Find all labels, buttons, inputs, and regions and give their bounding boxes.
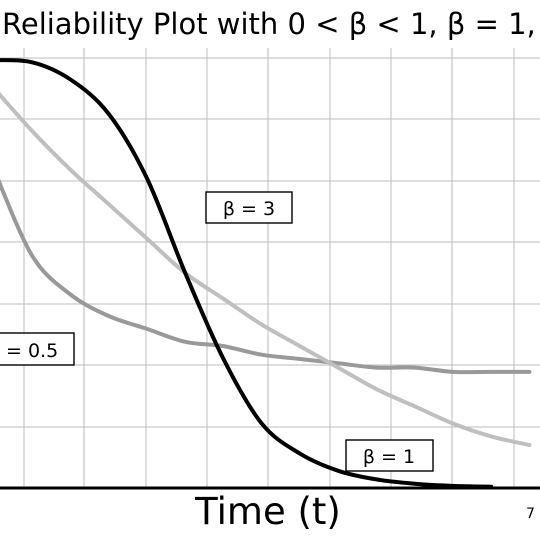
x-tick-label: 7 [526, 506, 535, 522]
annotation-beta-0-5: β = 0.5 [0, 332, 75, 366]
x-axis-label: Time (t) [194, 490, 341, 533]
series-layer [0, 58, 532, 489]
series-line-beta-3 [0, 58, 494, 489]
annotation-label: β = 3 [223, 198, 275, 220]
annotation-beta-3: β = 3 [205, 191, 293, 224]
grid-lines [0, 48, 540, 488]
series-line-beta-1 [0, 91, 532, 447]
annotation-label: β = 1 [363, 446, 415, 468]
annotation-box [205, 191, 293, 224]
annotation-label: β = 0.5 [0, 340, 58, 362]
annotation-beta-1: β = 1 [345, 439, 434, 472]
series-line-beta-0-5 [0, 178, 532, 375]
annotation-box [0, 332, 75, 366]
chart-title: Reliability Plot with 0 < β < 1, β = 1, … [2, 7, 540, 41]
annotation-box [345, 439, 434, 472]
